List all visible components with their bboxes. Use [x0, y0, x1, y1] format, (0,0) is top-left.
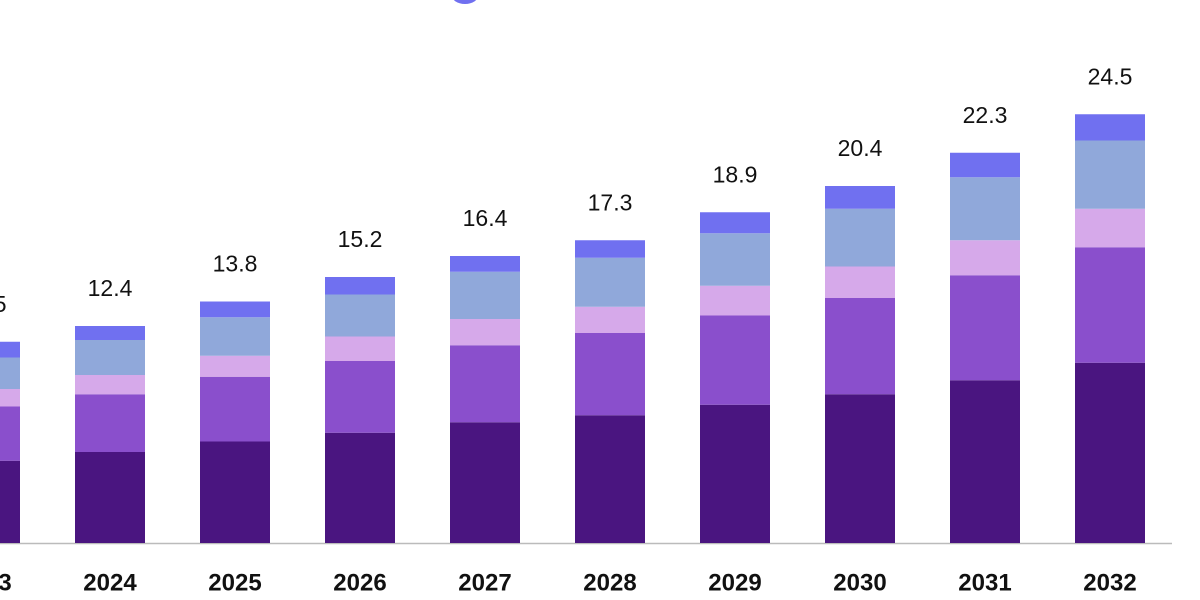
bar-segment: [75, 326, 145, 340]
bar-segment: [950, 275, 1020, 381]
bar-segment: [575, 240, 645, 258]
bar-segment: [325, 277, 395, 295]
x-tick-label: 2025: [208, 569, 261, 596]
total-label: 24.5: [1088, 63, 1133, 89]
bar-segment: [700, 404, 770, 543]
bar-segment: [1075, 140, 1145, 209]
bar-segment: [575, 257, 645, 307]
total-label: 16.4: [463, 205, 508, 231]
bar-segment: [200, 376, 270, 442]
bar-segment: [450, 319, 520, 346]
bar-segment: [825, 186, 895, 209]
bar-segment: [950, 240, 1020, 276]
bar-segment: [0, 389, 20, 407]
bar-segment: [0, 341, 20, 358]
x-tick-label: 2031: [958, 569, 1011, 596]
bar-segment: [200, 317, 270, 356]
x-tick-label: 2029: [708, 569, 761, 596]
bar-segment: [575, 333, 645, 416]
bar-segment: [825, 394, 895, 543]
x-tick-label: 2027: [458, 569, 511, 596]
bar-segment: [0, 357, 20, 389]
bar-segment: [75, 394, 145, 452]
bar-segment: [825, 266, 895, 298]
bar-segment: [825, 208, 895, 267]
bar-segment: [325, 336, 395, 361]
total-label: 15.2: [338, 226, 383, 252]
x-tick-label: 2030: [833, 569, 886, 596]
x-tick-label: 2024: [83, 569, 137, 596]
bar-segment: [75, 375, 145, 395]
bar-segment: [1075, 362, 1145, 543]
bar-segment: [1075, 208, 1145, 248]
total-label: 11.5: [0, 291, 7, 317]
bar-segment: [950, 152, 1020, 178]
bar-segment: [450, 256, 520, 272]
total-label: 18.9: [713, 161, 758, 187]
bar-segment: [575, 415, 645, 543]
bar-segment: [75, 452, 145, 543]
bar-segment: [450, 271, 520, 319]
bar-segment: [450, 422, 520, 543]
total-label: 20.4: [838, 135, 883, 161]
bar-segment: [325, 361, 395, 433]
total-label: 22.3: [963, 102, 1008, 128]
x-tick-label: 2023: [0, 569, 12, 596]
bar-segment: [700, 315, 770, 405]
bar-segment: [950, 177, 1020, 241]
bar-segment: [700, 233, 770, 286]
bar-segment: [825, 298, 895, 395]
bar-segment: [200, 441, 270, 543]
total-label: 12.4: [88, 275, 133, 301]
bar-segment: [0, 406, 20, 461]
bar-segment: [325, 294, 395, 337]
x-tick-label: 2028: [583, 569, 636, 596]
bar-segment: [700, 285, 770, 316]
total-label: 17.3: [588, 189, 633, 215]
bar-segment: [1075, 114, 1145, 141]
bar-segment: [0, 460, 20, 543]
x-tick-label: 2026: [333, 569, 386, 596]
bar-segment: [575, 306, 645, 333]
bar-segment: [75, 340, 145, 375]
bar-segment: [200, 301, 270, 318]
bar-segment: [325, 432, 395, 543]
total-label: 13.8: [213, 251, 258, 277]
bar-segment: [200, 355, 270, 377]
x-tick-label: 2032: [1083, 569, 1136, 596]
bar-segment: [1075, 247, 1145, 363]
bar-segment: [950, 380, 1020, 543]
legend-marker: [453, 0, 477, 4]
bar-segment: [450, 345, 520, 423]
bar-segment: [700, 212, 770, 234]
